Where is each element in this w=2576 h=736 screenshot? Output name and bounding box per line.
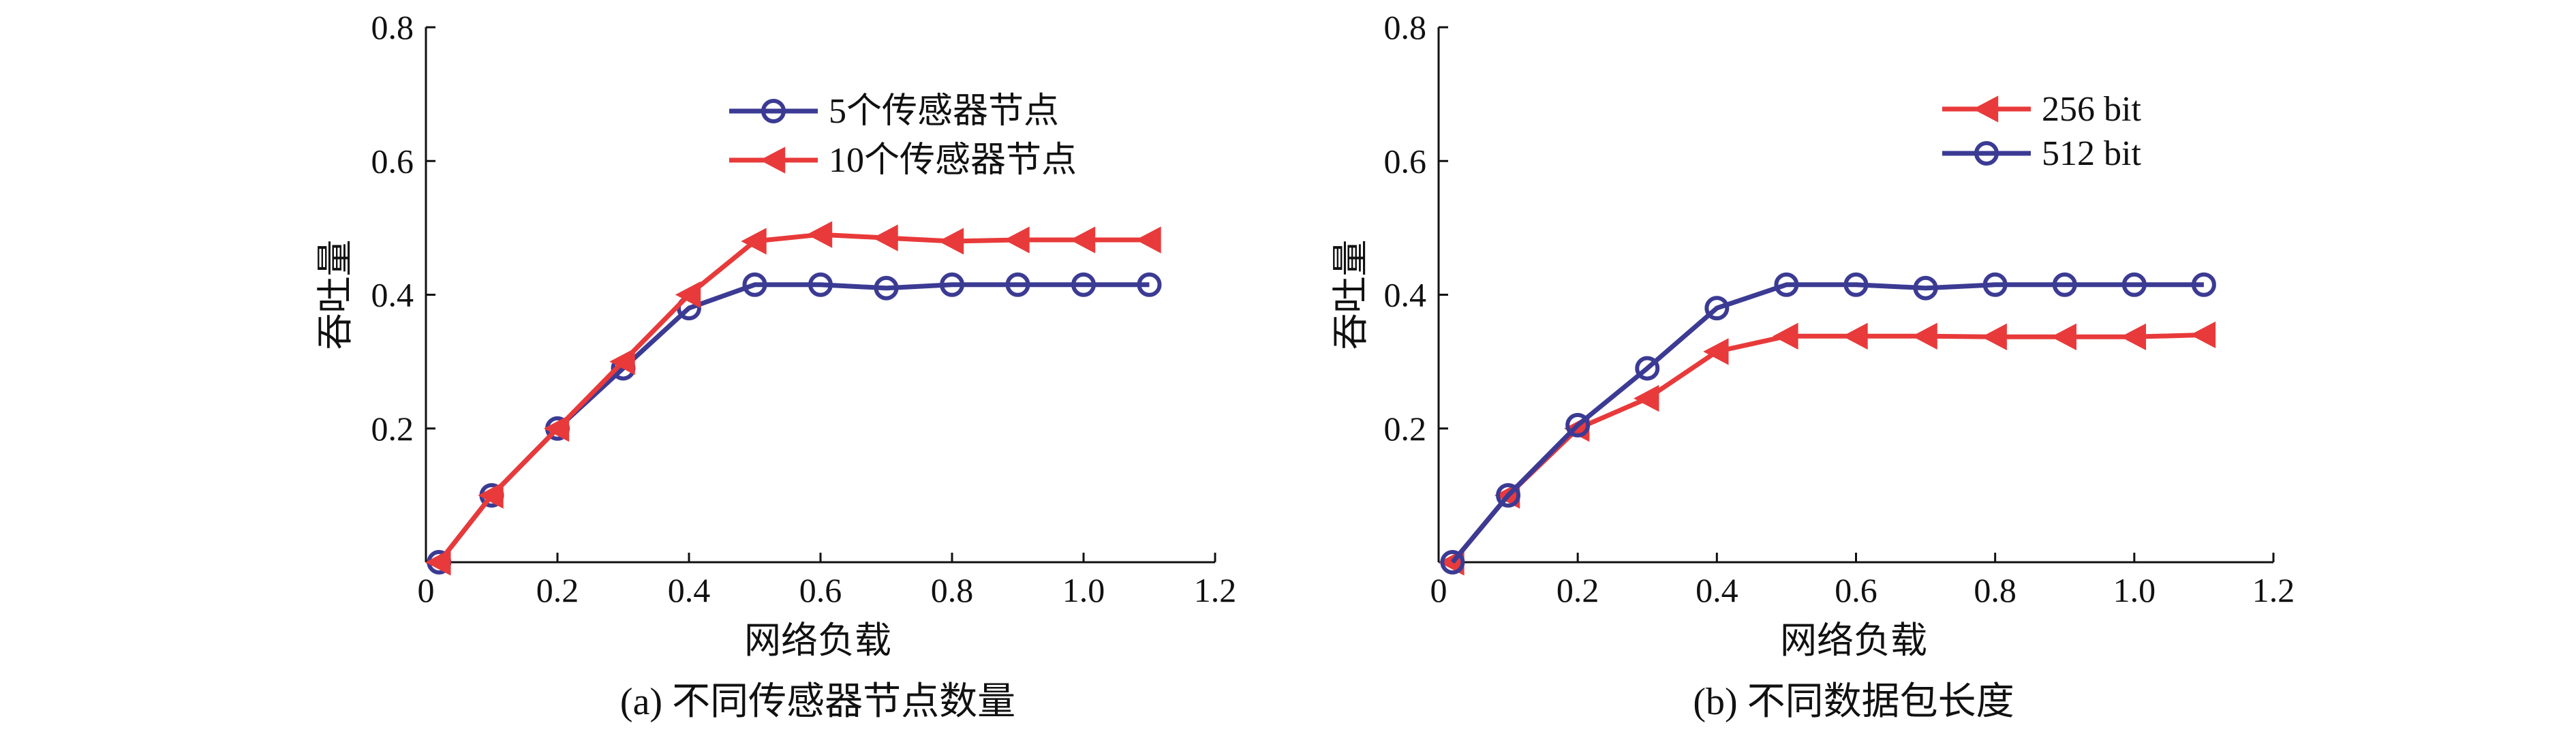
y-tick-label: 0.8 — [1384, 8, 1427, 46]
data-point — [425, 549, 451, 576]
data-point — [1005, 272, 1030, 297]
x-tick-label: 0.4 — [668, 571, 711, 609]
series-line — [1450, 282, 2204, 564]
data-point — [1634, 384, 1659, 412]
x-tick-label: 1.2 — [2252, 571, 2295, 609]
legend-entry: 512 bit — [1942, 134, 2141, 173]
x-axis-label: 网络负载 — [1780, 620, 1927, 661]
data-point — [609, 348, 635, 375]
data-point — [1982, 272, 2008, 297]
data-point — [2191, 272, 2216, 297]
x-tick-label: 0.8 — [931, 571, 974, 609]
y-tick-label: 0.4 — [1384, 276, 1427, 314]
legend-entry: 5个传感器节点 — [729, 92, 1059, 131]
legend-entry: 10个传感器节点 — [729, 141, 1077, 180]
x-tick-label: 1.0 — [1062, 571, 1105, 609]
y-tick-label: 0.4 — [371, 276, 414, 314]
figure-caption: (a) 不同传感器节点数量 — [620, 681, 1015, 723]
legend-label: 10个传感器节点 — [829, 141, 1077, 180]
data-point — [1635, 356, 1660, 381]
data-point — [1912, 322, 1937, 350]
y-tick-label: 0.2 — [371, 410, 414, 448]
data-point — [2051, 323, 2076, 350]
data-point — [1704, 296, 1730, 321]
data-point — [2120, 323, 2147, 350]
data-point — [2190, 321, 2216, 349]
data-point — [1913, 275, 1938, 301]
series-line — [437, 282, 1150, 564]
data-point — [806, 221, 833, 248]
legend-marker — [1974, 141, 1999, 166]
legend-marker — [759, 147, 786, 174]
data-point — [938, 228, 964, 255]
data-point — [1440, 550, 1465, 574]
data-point — [1981, 323, 2007, 350]
x-tick-label: 1.0 — [2113, 571, 2156, 609]
legend-label: 512 bit — [2042, 134, 2141, 173]
chart-panel-a: 0 0.2 0.4 0.6 0.8 1.0 1.2 0.2 0.4 0.6 0.8 网络负载 吞吐量 (a… — [315, 8, 1236, 723]
data-point — [1496, 482, 1521, 508]
legend-entry: 256 bit — [1942, 90, 2141, 129]
data-point — [1774, 272, 1799, 297]
data-point — [1071, 272, 1096, 297]
legend-label: 5个传感器节点 — [829, 92, 1059, 131]
data-point — [874, 275, 899, 301]
chart-panel-b: 0 0.2 0.4 0.6 0.8 1.0 1.2 0.2 0.4 0.6 0.8 网络负载 吞吐量 (b… — [1330, 8, 2295, 723]
legend-label: 256 bit — [2042, 90, 2141, 129]
series-line — [1450, 332, 2204, 564]
x-tick-label: 0.6 — [1835, 571, 1877, 609]
data-point — [1069, 226, 1096, 254]
data-point — [543, 415, 570, 442]
data-point — [675, 281, 701, 309]
x-tick-label: 0 — [418, 571, 435, 609]
x-tick-label: 0.8 — [1974, 571, 2017, 609]
x-tick-label: 0 — [1430, 571, 1447, 609]
data-point — [872, 224, 898, 251]
data-point — [2052, 272, 2077, 297]
legend-marker — [1972, 95, 1999, 123]
data-point — [1004, 226, 1030, 254]
x-tick-label: 0.4 — [1696, 571, 1738, 609]
series-1 — [425, 221, 1161, 576]
data-point — [1842, 322, 1868, 350]
figure-caption: (b) 不同数据包长度 — [1693, 681, 2014, 723]
y-tick-label: 0.2 — [1384, 410, 1427, 448]
series-1 — [1440, 272, 2216, 574]
data-point — [1135, 226, 1161, 254]
data-point — [1565, 412, 1591, 438]
data-point — [1843, 272, 1869, 297]
data-point — [1703, 338, 1729, 365]
legend-marker — [761, 99, 786, 123]
data-point — [478, 482, 504, 509]
x-tick-label: 0.2 — [536, 571, 579, 609]
data-point — [808, 272, 833, 297]
y-tick-label: 0.8 — [371, 8, 414, 46]
data-point — [741, 228, 767, 255]
x-axis-label: 网络负载 — [744, 620, 891, 661]
data-point — [1137, 272, 1162, 297]
data-point — [2121, 272, 2147, 297]
series-0 — [427, 272, 1162, 574]
y-axis-label: 吞吐量 — [315, 240, 356, 350]
data-point — [1773, 322, 1798, 350]
x-tick-label: 0.6 — [799, 571, 842, 609]
data-point — [940, 272, 964, 297]
y-axis-label: 吞吐量 — [1330, 240, 1371, 350]
y-tick-label: 0.6 — [1384, 142, 1427, 180]
x-tick-label: 1.2 — [1194, 571, 1237, 609]
x-tick-label: 0.2 — [1557, 571, 1599, 609]
y-tick-label: 0.6 — [371, 142, 414, 180]
data-point — [742, 272, 767, 297]
